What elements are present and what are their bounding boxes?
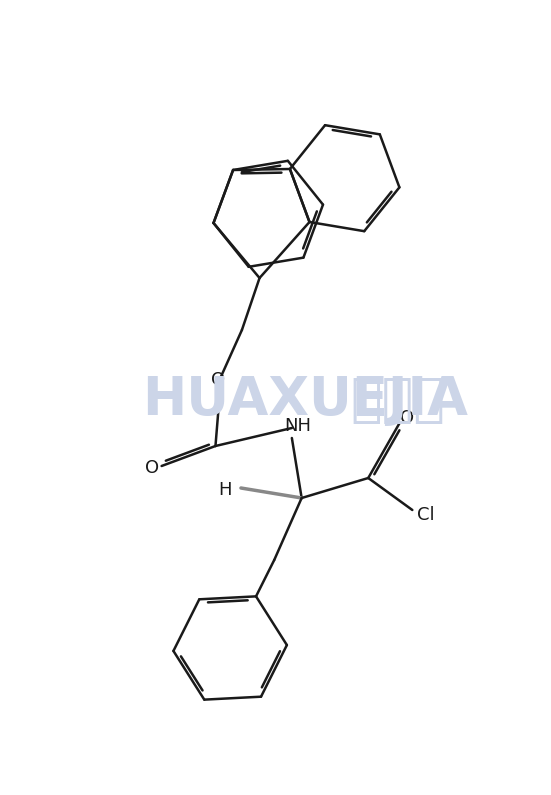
Text: HUAXUEJIA: HUAXUEJIA [142,374,468,426]
Text: Cl: Cl [417,506,435,524]
Text: H: H [219,481,232,499]
Text: O: O [212,371,225,389]
Text: 化学加: 化学加 [350,374,446,426]
Text: O: O [145,459,159,477]
Text: O: O [401,409,414,427]
Text: NH: NH [284,417,311,435]
